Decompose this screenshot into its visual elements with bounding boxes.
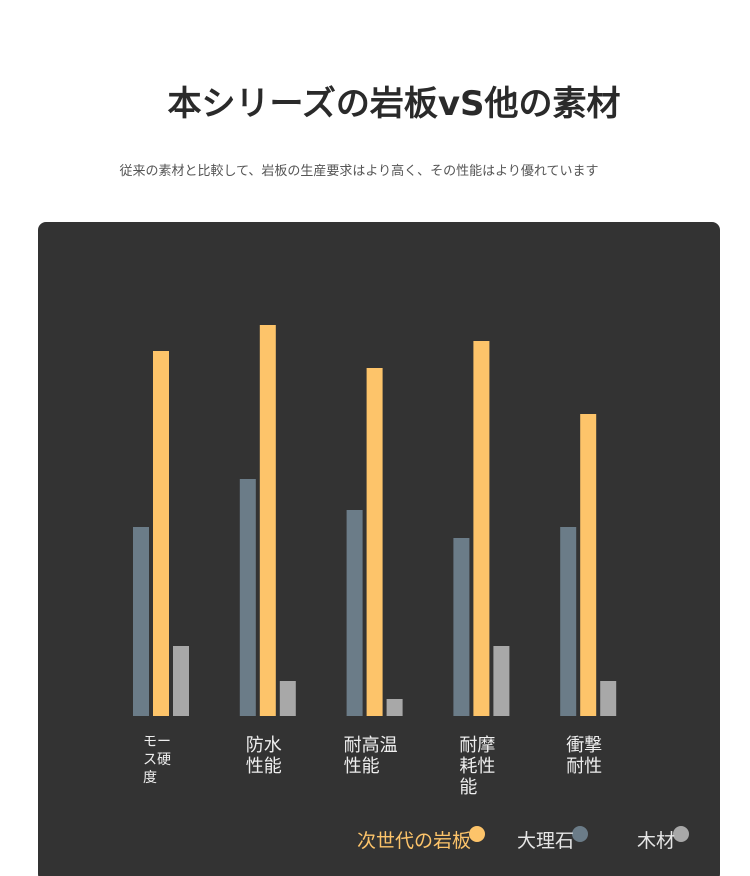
bar: [346, 510, 363, 716]
bar: [386, 699, 403, 716]
legend-swatch: [572, 826, 589, 842]
bar: [453, 538, 470, 716]
bar: [259, 325, 276, 716]
bar: [173, 646, 189, 716]
chart-title: 本シリーズの岩板vS他の素材: [167, 84, 621, 124]
bar: [493, 646, 510, 716]
legend-swatch: [673, 826, 690, 842]
bar: [473, 341, 490, 716]
x-tick-label: 防水 性能: [245, 735, 282, 777]
x-tick-label: モー ス硬 度: [143, 734, 171, 786]
legend-label: 大理石: [517, 830, 575, 852]
x-tick-label: 衝撃 耐性: [566, 735, 603, 777]
legend-label: 次世代の岩板: [357, 830, 472, 852]
legend-label: 木材: [637, 830, 676, 852]
bar: [133, 527, 149, 716]
bar: [153, 351, 169, 716]
bar: [580, 414, 597, 716]
bar: [279, 681, 296, 716]
bar: [366, 368, 383, 716]
x-tick-label: 耐摩 耗性 能: [459, 735, 496, 798]
bar: [560, 527, 577, 716]
bar: [239, 479, 256, 716]
legend-swatch: [469, 826, 486, 842]
chart-subtitle: 従来の素材と比較して、岩板の生産要求はより高く、その性能はより優れています: [119, 164, 599, 179]
x-tick-label: 耐高温 性能: [343, 735, 398, 777]
bar: [600, 681, 617, 716]
